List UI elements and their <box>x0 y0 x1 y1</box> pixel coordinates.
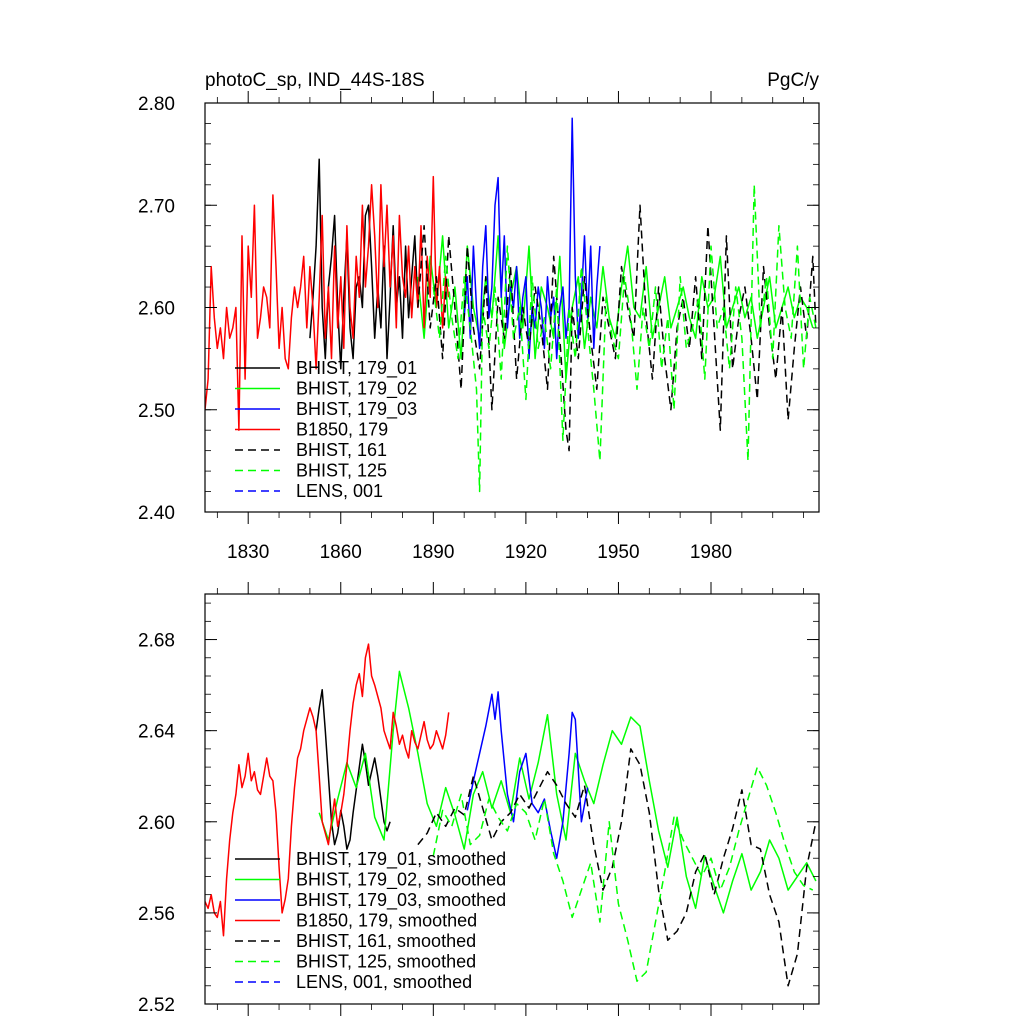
top-series-line-b1850-179 <box>205 175 450 431</box>
top-y-tick-label: 2.70 <box>138 196 175 217</box>
top-legend-label-bhist-125: BHIST, 125 <box>296 461 387 481</box>
bottom-series-line-b1850-179-smoothed <box>205 643 450 937</box>
bottom-legend-label-bhist-161-smoothed: BHIST, 161, smoothed <box>296 931 476 951</box>
bottom-legend-label-bhist-125-smoothed: BHIST, 125, smoothed <box>296 952 476 972</box>
bottom-y-tick-label: 2.68 <box>138 631 175 652</box>
bottom-y-tick-label: 2.64 <box>138 722 175 743</box>
top-x-tick-label: 1980 <box>690 542 732 563</box>
bottom-axis-ticks: 2.52 2.56 2.60 2.64 2.68 <box>138 582 819 1016</box>
top-legend-label-b1850-179: B1850, 179 <box>296 420 388 440</box>
top-legend-label-lens-001: LENS, 001 <box>296 481 383 501</box>
top-y-tick-label: 2.50 <box>138 401 175 422</box>
bottom-legend-label-bhist-179-02-smoothed: BHIST, 179_02, smoothed <box>296 870 506 891</box>
bottom-series-line-bhist-125-smoothed <box>432 766 814 982</box>
top-axis-ticks: 2.40 2.50 2.60 2.70 2.80 1830 1860 1890 1920 1950… <box>138 91 819 563</box>
top-x-tick-label: 1950 <box>597 542 639 563</box>
bottom-y-tick-label: 2.56 <box>138 904 175 925</box>
top-series-line-bhist-125 <box>432 184 817 493</box>
bottom-plot-frame <box>204 593 820 1005</box>
bottom-series-line-bhist-179-01-smoothed <box>315 688 391 850</box>
bottom-legend-label-bhist-179-01-smoothed: BHIST, 179_01, smoothed <box>296 849 506 870</box>
top-x-tick-label: 1830 <box>227 542 269 563</box>
top-y-tick-label: 2.60 <box>138 299 175 320</box>
top-legend-label-bhist-179-03: BHIST, 179_03 <box>296 399 417 420</box>
top-chart: photoC_sp, IND_44S-18S PgC/y 2.40 2.50 2.6… <box>138 70 820 563</box>
bottom-chart: 2.52 2.56 2.60 2.64 2.68 BHIST, 179_01, smoo… <box>138 582 820 1016</box>
top-series-line-bhist-179-02 <box>417 235 814 380</box>
bottom-legend-label-b1850-179-smoothed: B1850, 179, smoothed <box>296 911 477 931</box>
top-x-tick-label: 1920 <box>505 542 547 563</box>
top-legend-label-bhist-179-01: BHIST, 179_01 <box>296 358 417 379</box>
bottom-y-tick-label: 2.52 <box>138 995 175 1016</box>
top-series-group <box>205 117 817 493</box>
top-series-line-bhist-179-03 <box>463 117 601 360</box>
bottom-y-tick-label: 2.60 <box>138 813 175 834</box>
bottom-series-group <box>205 643 817 987</box>
top-x-tick-label: 1890 <box>412 542 454 563</box>
top-y-tick-label: 2.80 <box>138 94 175 115</box>
bottom-legend-label-lens-001-smoothed: LENS, 001, smoothed <box>296 972 472 992</box>
top-legend-label-bhist-179-02: BHIST, 179_02 <box>296 379 417 400</box>
bottom-legend-label-bhist-179-03-smoothed: BHIST, 179_03, smoothed <box>296 890 506 911</box>
top-chart-units: PgC/y <box>767 70 819 91</box>
top-chart-title: photoC_sp, IND_44S-18S <box>205 70 425 91</box>
top-y-tick-label: 2.40 <box>138 503 175 524</box>
bottom-series-line-bhist-179-03-smoothed <box>466 691 589 859</box>
bottom-series-line-bhist-179-02-smoothed <box>318 670 817 914</box>
top-x-tick-label: 1860 <box>320 542 362 563</box>
top-legend-label-bhist-161: BHIST, 161 <box>296 440 387 460</box>
